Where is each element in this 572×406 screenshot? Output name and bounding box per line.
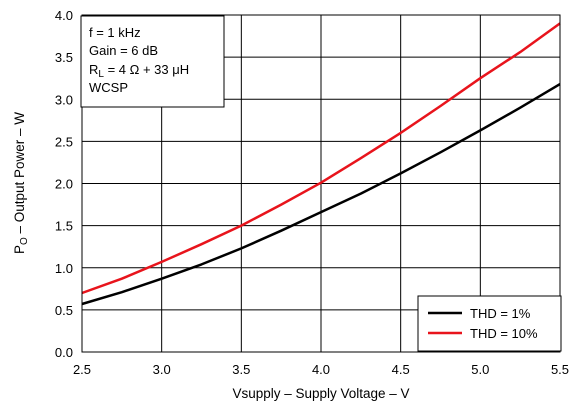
condition-frequency: f = 1 kHz xyxy=(89,25,141,40)
condition-load-r: R xyxy=(89,62,98,77)
x-axis-title: Vsupply – Supply Voltage – V xyxy=(232,386,409,401)
x-tick-label: 4.0 xyxy=(312,362,330,377)
x-tick-label: 5.0 xyxy=(471,362,489,377)
legend-frame xyxy=(417,295,562,352)
condition-gain: Gain = 6 dB xyxy=(89,43,158,58)
series-line-thd10 xyxy=(81,22,561,295)
series-layer xyxy=(81,22,561,306)
series-line-thd1 xyxy=(81,83,561,306)
conditions-frame xyxy=(80,15,225,108)
y-tick-label: 2.0 xyxy=(55,177,73,192)
condition-load-sub: L xyxy=(98,69,104,80)
y-axis-title-rest: – Output Power – W xyxy=(12,112,27,238)
y-axis-title-p: P xyxy=(12,245,27,254)
y-tick-label: 4.0 xyxy=(55,8,73,23)
conditions-box: f = 1 kHz Gain = 6 dB RL = 4 Ω + 33 μH W… xyxy=(80,15,225,108)
x-tick-label: 3.0 xyxy=(153,362,171,377)
y-tick-label: 2.5 xyxy=(55,134,73,149)
y-tick-label: 3.0 xyxy=(55,92,73,107)
y-tick-label: 0.5 xyxy=(55,303,73,318)
axis-ticks: 2.5 3.0 3.5 4.0 4.5 5.0 5.5 0.0 0.5 1.0 1.5 2.0 2.5 3… xyxy=(55,8,569,377)
y-axis-title: PO – Output Power – W xyxy=(12,112,30,254)
y-tick-label: 1.0 xyxy=(55,261,73,276)
y-tick-label: 0.0 xyxy=(55,345,73,360)
x-tick-label: 2.5 xyxy=(73,362,91,377)
legend-label-thd1: THD = 1% xyxy=(470,306,531,321)
condition-load-rest: = 4 Ω + 33 μH xyxy=(104,62,189,77)
x-tick-label: 3.5 xyxy=(232,362,250,377)
plot-frame xyxy=(81,14,561,353)
y-axis-title-sub: O xyxy=(19,237,30,245)
y-tick-label: 1.5 xyxy=(55,219,73,234)
y-tick-label: 3.5 xyxy=(55,50,73,65)
condition-package: WCSP xyxy=(89,80,128,95)
condition-load: RL = 4 Ω + 33 μH xyxy=(89,62,189,80)
legend: THD = 1% THD = 10% xyxy=(417,295,562,352)
x-tick-label: 5.5 xyxy=(551,362,569,377)
legend-label-thd10: THD = 10% xyxy=(470,326,538,341)
x-tick-label: 4.5 xyxy=(392,362,410,377)
